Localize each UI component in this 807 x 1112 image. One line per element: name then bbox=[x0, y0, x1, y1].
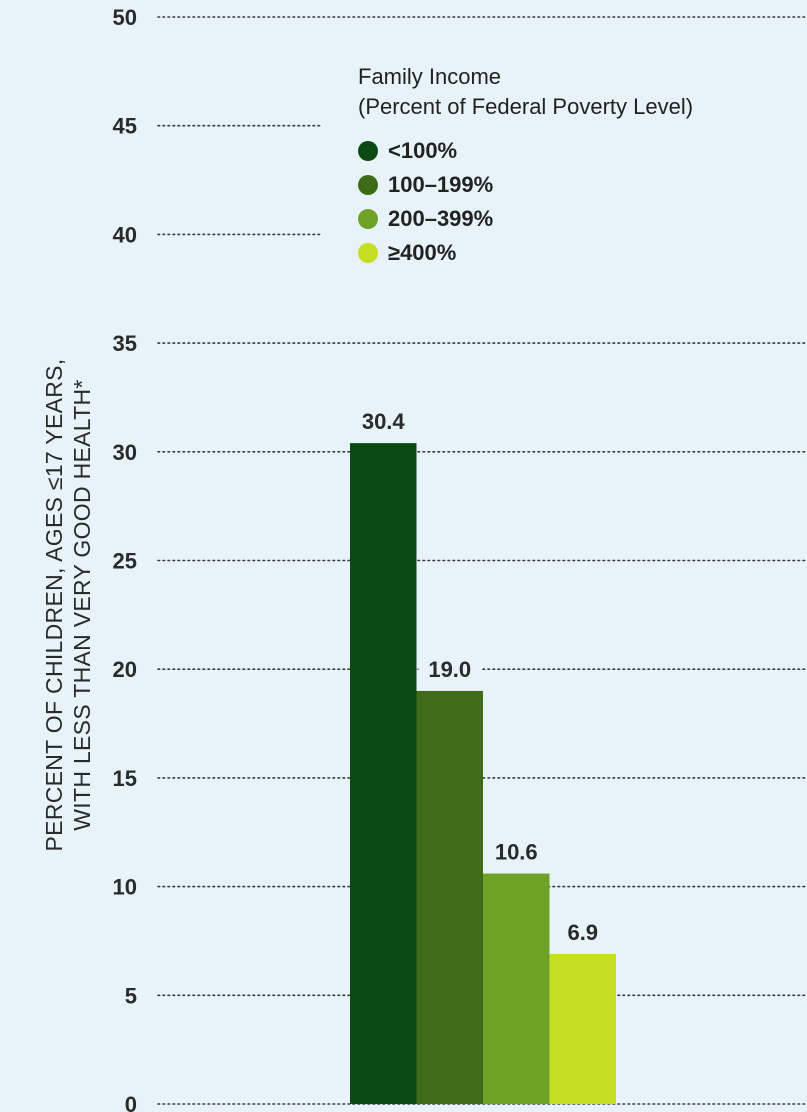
legend-swatch bbox=[358, 243, 378, 263]
y-tick-label: 50 bbox=[113, 5, 137, 30]
legend-label: 200–399% bbox=[388, 206, 494, 231]
y-tick-label: 15 bbox=[113, 766, 137, 791]
y-tick-label: 0 bbox=[125, 1092, 137, 1112]
legend-label: <100% bbox=[388, 138, 458, 163]
y-tick-label: 35 bbox=[113, 331, 137, 356]
legend-item: 100–199% bbox=[358, 168, 693, 202]
legend-swatch bbox=[358, 209, 378, 229]
legend-swatch bbox=[358, 141, 378, 161]
value-label-bg bbox=[551, 915, 614, 946]
legend: Family Income (Percent of Federal Povert… bbox=[358, 62, 693, 270]
value-label-bg bbox=[418, 652, 481, 683]
y-tick-label: 30 bbox=[113, 440, 137, 465]
legend-title-line1: Family Income bbox=[358, 64, 502, 89]
legend-label: ≥400% bbox=[388, 240, 457, 265]
value-label-bg bbox=[352, 405, 415, 436]
value-labels: 30.4 19.0 10.6 6.9 bbox=[352, 405, 614, 946]
value-label: 6.9 bbox=[567, 920, 598, 945]
y-tick-label: 10 bbox=[113, 875, 137, 900]
value-label: 10.6 bbox=[495, 840, 538, 865]
y-tick-label: 25 bbox=[113, 549, 137, 574]
bar bbox=[549, 953, 616, 1104]
legend-item: <100% bbox=[358, 134, 693, 168]
y-axis-title-line1: PERCENT OF CHILDREN, AGES ≤17 YEARS, bbox=[41, 358, 67, 852]
value-label-bg bbox=[485, 835, 548, 866]
bar bbox=[416, 690, 483, 1104]
legend-items: <100% 100–199% 200–399% ≥400% bbox=[358, 134, 693, 270]
bar bbox=[350, 443, 417, 1104]
y-tick-label: 45 bbox=[113, 114, 137, 139]
y-tick-label: 5 bbox=[125, 983, 137, 1008]
y-tick-label: 20 bbox=[113, 657, 137, 682]
y-axis-ticks: 0 5 10 15 20 25 30 35 40 45 50 bbox=[113, 5, 137, 1112]
bar bbox=[483, 873, 550, 1104]
value-label: 19.0 bbox=[428, 657, 471, 682]
legend-item: 200–399% bbox=[358, 202, 693, 236]
y-tick-label: 40 bbox=[113, 222, 137, 247]
legend-label: 100–199% bbox=[388, 172, 494, 197]
legend-swatch bbox=[358, 175, 378, 195]
y-axis-title: PERCENT OF CHILDREN, AGES ≤17 YEARS, WIT… bbox=[8, 210, 128, 1000]
value-label: 30.4 bbox=[362, 409, 406, 434]
legend-item: ≥400% bbox=[358, 236, 693, 270]
y-axis-title-line2: WITH LESS THAN VERY GOOD HEALTH* bbox=[69, 379, 95, 831]
legend-title-line2: (Percent of Federal Poverty Level) bbox=[358, 94, 694, 119]
bars bbox=[350, 443, 616, 1104]
